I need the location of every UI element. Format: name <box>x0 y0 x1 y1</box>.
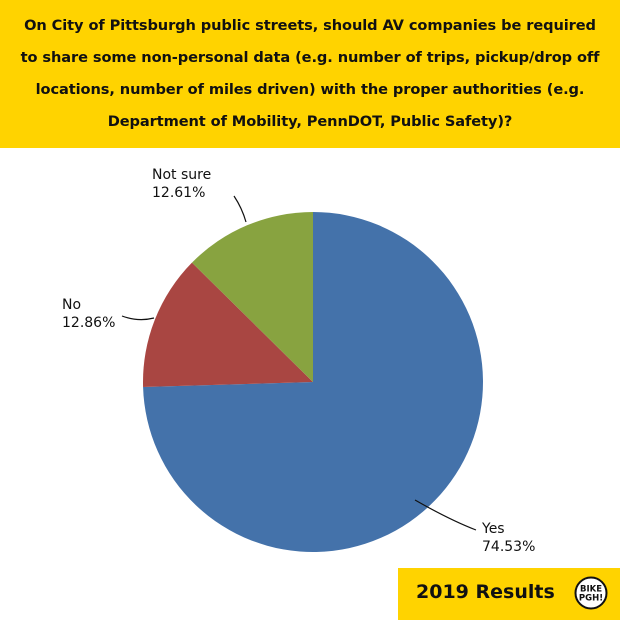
label-not-sure-value: 12.61% <box>152 185 206 201</box>
pie-slice-not-sure <box>191 212 313 382</box>
pie-slice-yes <box>143 212 483 553</box>
logo-line-2: PGH! <box>579 594 603 604</box>
results-badge: 2019 Results BIKE PGH! <box>398 568 620 620</box>
logo-line-1: BIKE <box>580 585 602 595</box>
label-yes-value: 74.53% <box>482 539 536 555</box>
leader-line-not-sure <box>233 195 247 223</box>
label-no-value: 12.86% <box>62 315 116 331</box>
leader-line-no <box>121 315 155 321</box>
label-yes-name: Yes <box>482 521 505 537</box>
pie-chart <box>121 195 483 553</box>
pie-slice-no <box>142 262 313 388</box>
label-no-name: No <box>62 297 82 313</box>
label-not-sure: Not sure 12.61% <box>152 166 211 202</box>
question-text: On City of Pittsburgh public streets, sh… <box>20 17 600 130</box>
question-banner: On City of Pittsburgh public streets, sh… <box>0 0 620 148</box>
results-label: 2019 Results <box>416 581 555 603</box>
bike-pgh-logo: BIKE PGH! <box>574 576 608 610</box>
label-yes: Yes 74.53% <box>482 520 535 556</box>
label-no: No 12.86% <box>62 296 115 332</box>
label-not-sure-name: Not sure <box>152 167 212 183</box>
leader-line-yes <box>414 499 477 531</box>
